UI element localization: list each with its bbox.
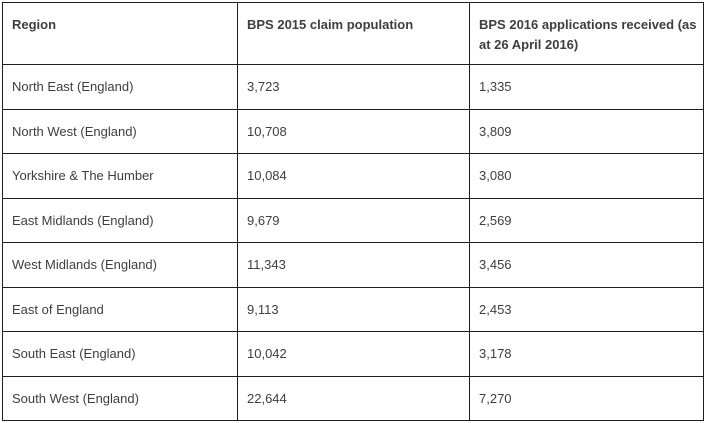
region-cell: North West (England) bbox=[2, 108, 238, 154]
bps-2016-applications-cell: 3,456 bbox=[469, 242, 704, 288]
region-cell: South West (England) bbox=[2, 375, 238, 421]
bps-2015-claim-population-cell: 9,113 bbox=[237, 286, 470, 332]
region-cell: North East (England) bbox=[2, 64, 238, 110]
bps-2016-applications-cell: 3,178 bbox=[469, 331, 704, 377]
region-cell: East Midlands (England) bbox=[2, 197, 238, 243]
table-row: East Midlands (England) 9,679 2,569 bbox=[2, 197, 704, 243]
bps-2016-applications-cell: 1,335 bbox=[469, 64, 704, 110]
bps-2016-applications-cell: 3,809 bbox=[469, 108, 704, 154]
bps-2015-claim-population-cell: 9,679 bbox=[237, 197, 470, 243]
table-row: South East (England) 10,042 3,178 bbox=[2, 331, 704, 377]
table-row: North West (England) 10,708 3,809 bbox=[2, 108, 704, 154]
region-cell: East of England bbox=[2, 286, 238, 332]
header-row: Region BPS 2015 claim population BPS 201… bbox=[2, 2, 704, 65]
table-row: South West (England) 22,644 7,270 bbox=[2, 375, 704, 421]
table-row: West Midlands (England) 11,343 3,456 bbox=[2, 242, 704, 288]
bps-2015-claim-population-cell: 11,343 bbox=[237, 242, 470, 288]
region-cell: West Midlands (England) bbox=[2, 242, 238, 288]
bps-2015-claim-population-cell: 3,723 bbox=[237, 64, 470, 110]
bps-2015-claim-population-cell: 10,084 bbox=[237, 153, 470, 199]
bps-2015-claim-population-cell: 22,644 bbox=[237, 375, 470, 421]
column-header-region: Region bbox=[2, 2, 238, 65]
column-header-bps-2016-applications-received: BPS 2016 applications received (as at 26… bbox=[469, 2, 704, 65]
bps-2016-applications-cell: 2,453 bbox=[469, 286, 704, 332]
bps-2016-applications-cell: 7,270 bbox=[469, 375, 704, 421]
bps-2015-claim-population-cell: 10,708 bbox=[237, 108, 470, 154]
table-row: Yorkshire & The Humber 10,084 3,080 bbox=[2, 153, 704, 199]
column-header-bps-2015-claim-population: BPS 2015 claim population bbox=[237, 2, 470, 65]
region-cell: South East (England) bbox=[2, 331, 238, 377]
region-cell: Yorkshire & The Humber bbox=[2, 153, 238, 199]
bps-2015-claim-population-cell: 10,042 bbox=[237, 331, 470, 377]
table-row: East of England 9,113 2,453 bbox=[2, 286, 704, 332]
bps-2016-applications-cell: 3,080 bbox=[469, 153, 704, 199]
bps-2016-applications-cell: 2,569 bbox=[469, 197, 704, 243]
table-row: North East (England) 3,723 1,335 bbox=[2, 64, 704, 110]
